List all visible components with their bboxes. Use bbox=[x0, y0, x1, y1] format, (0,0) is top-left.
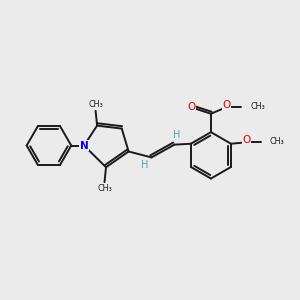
Text: N: N bbox=[80, 140, 88, 151]
Text: H: H bbox=[173, 130, 180, 140]
Text: H: H bbox=[141, 160, 148, 170]
Text: O: O bbox=[242, 136, 250, 146]
Text: CH₃: CH₃ bbox=[270, 136, 284, 146]
Text: O: O bbox=[222, 100, 230, 110]
Text: CH₃: CH₃ bbox=[97, 184, 112, 193]
Text: O: O bbox=[187, 102, 195, 112]
Text: CH₃: CH₃ bbox=[88, 100, 103, 109]
Text: CH₃: CH₃ bbox=[250, 101, 265, 110]
